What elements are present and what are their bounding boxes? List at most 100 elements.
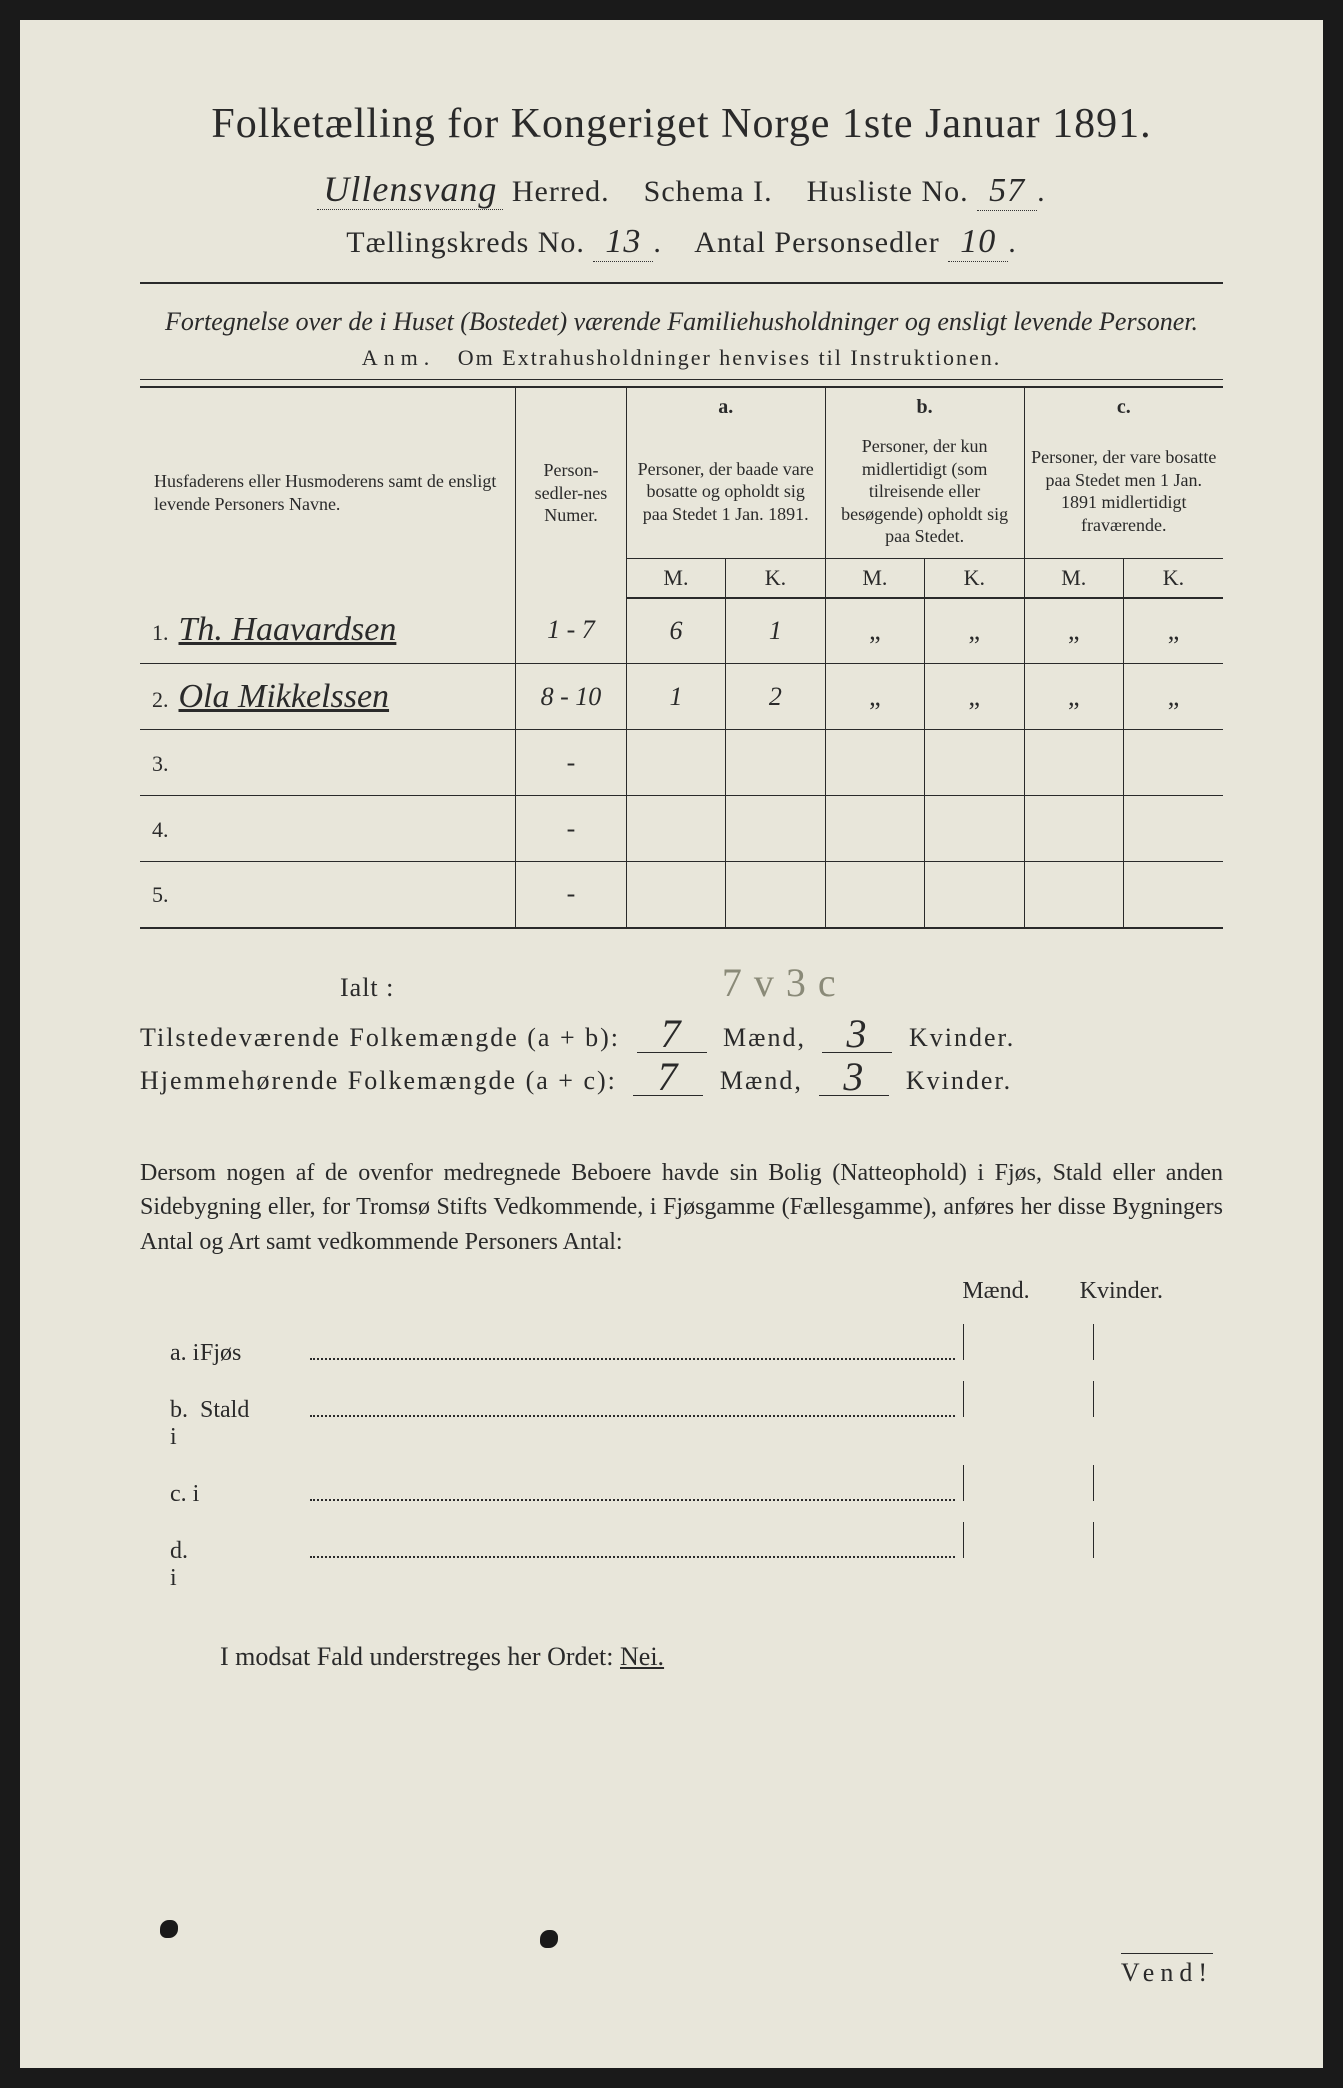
maend-label: Mænd, (723, 1023, 806, 1052)
cell (626, 862, 725, 928)
divider (140, 282, 1223, 284)
col-numer-header: Person-sedler-nes Numer. (516, 387, 627, 598)
cell: „ (1124, 598, 1224, 664)
lower-row: b. i Stald (140, 1381, 1223, 1451)
col-a-text: Personer, der baade vare bosatte og opho… (626, 425, 825, 558)
sum-line-1: Tilstedeværende Folkemængde (a + b): 7 M… (140, 1016, 1223, 1053)
herred-label: Herred. (512, 175, 610, 208)
cell (925, 796, 1024, 862)
cell (825, 730, 924, 796)
lower-cell-k (1093, 1381, 1223, 1417)
main-table: Husfaderens eller Husmoderens samt de en… (140, 386, 1223, 929)
paragraph: Dersom nogen af de ovenfor medregnede Be… (140, 1156, 1223, 1260)
row-num: 4. (152, 817, 169, 842)
lower-lbl: d. i (140, 1538, 200, 1592)
col-c-m: M. (1024, 558, 1123, 598)
cell (726, 730, 825, 796)
lower-lbl: c. i (140, 1481, 200, 1508)
row-numer: 8 - 10 (516, 664, 627, 730)
col-a-label: a. (626, 387, 825, 425)
lower-cell-m (963, 1381, 1093, 1417)
antal-label: Antal Personsedler (694, 226, 939, 259)
table-row: 3. - (140, 730, 1223, 796)
anm-label: Anm. (362, 345, 436, 370)
lower-headers: Mænd. Kvinder. (962, 1278, 1163, 1305)
col-b-label: b. (825, 387, 1024, 425)
kvinder-label: Kvinder. (906, 1066, 1012, 1095)
dots (310, 1556, 955, 1558)
maend-label: Mænd, (720, 1066, 803, 1095)
table-row: 1.Th. Haavardsen 1 - 7 6 1 „ „ „ „ (140, 598, 1223, 664)
lower-word: Stald (200, 1397, 310, 1424)
cell (925, 862, 1024, 928)
lower-cell-m (963, 1522, 1093, 1558)
cell: „ (1024, 664, 1123, 730)
sum2-m: 7 (633, 1059, 703, 1096)
cell: „ (925, 664, 1024, 730)
cell (626, 730, 725, 796)
lower-row: d. i (140, 1522, 1223, 1592)
row-numer: 1 - 7 (516, 598, 627, 664)
cell (1124, 730, 1224, 796)
ink-blot (540, 1930, 558, 1948)
sum2-k: 3 (819, 1059, 889, 1096)
husliste-value: 57 (977, 172, 1037, 211)
cell (1024, 796, 1123, 862)
dots (310, 1499, 955, 1501)
ink-blot (160, 1920, 178, 1938)
col-b-k: K. (925, 558, 1024, 598)
lower-cell-m (963, 1324, 1093, 1360)
subtitle: Fortegnelse over de i Huset (Bostedet) v… (140, 304, 1223, 339)
lower-cell-k (1093, 1465, 1223, 1501)
lower-row: c. i (140, 1465, 1223, 1508)
col-c-k: K. (1124, 558, 1224, 598)
ialt-label: Ialt : 7 v 3 c (340, 959, 1223, 1006)
husliste-label: Husliste No. (807, 175, 969, 208)
page-title: Folketælling for Kongeriget Norge 1ste J… (140, 100, 1223, 148)
cell (825, 796, 924, 862)
table-row: 2.Ola Mikkelssen 8 - 10 1 2 „ „ „ „ (140, 664, 1223, 730)
herred-value: Ullensvang (317, 169, 503, 210)
kvinder-label: Kvinder. (909, 1023, 1015, 1052)
header-line-1: Ullensvang Herred. Schema I. Husliste No… (140, 168, 1223, 211)
lower-kvinder: Kvinder. (1080, 1278, 1163, 1305)
sum1-m: 7 (637, 1016, 707, 1053)
vend-label: Vend! (1121, 1953, 1213, 1988)
cell: 1 (626, 664, 725, 730)
cell: „ (1124, 664, 1224, 730)
nei-line: I modsat Fald understreges her Ordet: Ne… (140, 1642, 1223, 1672)
header-line-2: Tællingskreds No. 13. Antal Personsedler… (140, 223, 1223, 262)
lower-cell-k (1093, 1522, 1223, 1558)
lower-section: Mænd. Kvinder. a. i Fjøs b. i Stald c. i (140, 1284, 1223, 1592)
cell: „ (1024, 598, 1123, 664)
dots (310, 1415, 955, 1417)
pencil-note: 7 v 3 c (722, 960, 837, 1005)
lower-maend: Mænd. (962, 1278, 1029, 1305)
anm-line: Anm. Om Extrahusholdninger henvises til … (140, 345, 1223, 371)
sum1-label: Tilstedeværende Folkemængde (a + b): (140, 1023, 620, 1052)
kreds-label: Tællingskreds No. (346, 226, 585, 259)
cell: „ (825, 598, 924, 664)
lower-cell-m (963, 1465, 1093, 1501)
col-b-text: Personer, der kun midlertidigt (som tilr… (825, 425, 1024, 558)
lower-lbl: b. i (140, 1397, 200, 1451)
col-c-text: Personer, der vare bosatte paa Stedet me… (1024, 425, 1223, 558)
cell (1024, 862, 1123, 928)
col-a-m: M. (626, 558, 725, 598)
row-num: 5. (152, 882, 169, 907)
lower-lbl: a. i (140, 1340, 200, 1367)
col-b-m: M. (825, 558, 924, 598)
row-name: Th. Haavardsen (179, 611, 397, 648)
cell: „ (825, 664, 924, 730)
nei-word: Nei. (620, 1642, 664, 1671)
row-num: 1. (152, 620, 169, 645)
row-name: Ola Mikkelssen (179, 678, 390, 715)
sum-line-2: Hjemmehørende Folkemængde (a + c): 7 Mæn… (140, 1059, 1223, 1096)
divider-thin (140, 379, 1223, 380)
sum2-label: Hjemmehørende Folkemængde (a + c): (140, 1066, 617, 1095)
schema-label: Schema I. (644, 175, 773, 208)
cell: - (516, 796, 627, 862)
cell (726, 862, 825, 928)
col-a-k: K. (726, 558, 825, 598)
cell: 1 (726, 598, 825, 664)
